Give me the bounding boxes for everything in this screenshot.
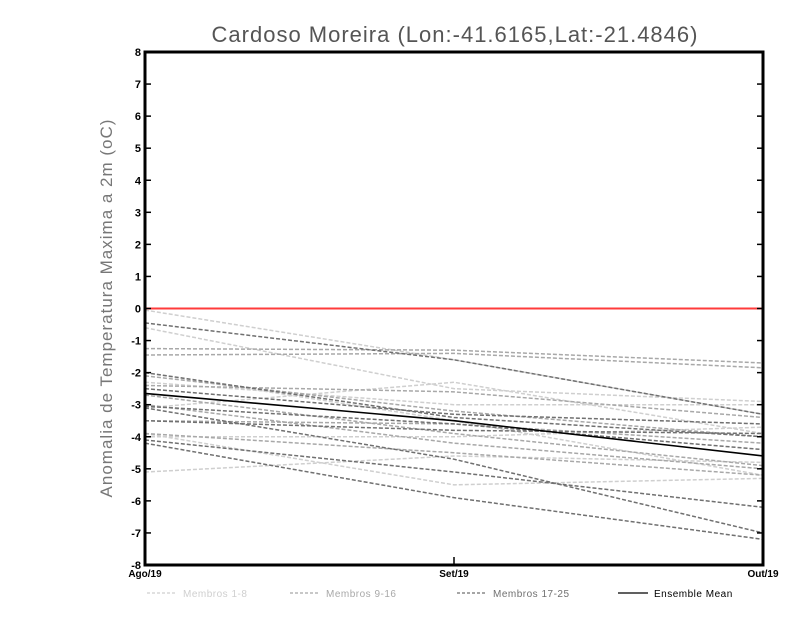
member-line-group1-2 <box>144 327 764 403</box>
legend-label: Membros 1-8 <box>183 589 247 600</box>
member-line-group3-3 <box>144 387 764 425</box>
x-tick-label: Out/19 <box>747 569 779 580</box>
member-line-group3-4 <box>144 405 764 451</box>
y-tick-label: 0 <box>135 304 141 316</box>
member-line-group2-7 <box>144 432 764 476</box>
x-tick-label: Set/19 <box>439 569 469 580</box>
chart-title: Cardoso Moreira (Lon:-41.6165,Lat:-21.48… <box>212 22 699 47</box>
plot-frame <box>143 50 765 567</box>
y-tick-label: 5 <box>135 143 141 155</box>
y-tick-label: -2 <box>131 368 141 380</box>
y-tick-label: -4 <box>131 432 142 444</box>
y-tick-label: 6 <box>135 111 141 123</box>
member-line-group3-5 <box>144 419 764 435</box>
member-line-group2-2 <box>144 352 764 369</box>
y-tick-label: -1 <box>131 336 141 348</box>
member-line-group1-5 <box>144 381 764 435</box>
y-tick-label: 8 <box>135 47 141 59</box>
y-tick-label: -5 <box>131 464 141 476</box>
member-line-group3-2 <box>144 371 764 438</box>
member-line-group2-5 <box>144 403 764 470</box>
member-line-group3-8 <box>144 407 764 534</box>
x-tick-label: Ago/19 <box>128 569 162 580</box>
legend-label: Membros 17-25 <box>493 589 570 600</box>
member-line-group3-7 <box>144 439 764 509</box>
y-tick-label: 1 <box>135 271 141 283</box>
member-line-group2-8 <box>144 394 764 467</box>
y-tick-label: 7 <box>135 79 141 91</box>
y-tick-label: -7 <box>131 528 141 540</box>
legend-label: Membros 9-16 <box>326 589 396 600</box>
member-line-group1-4 <box>144 455 764 473</box>
y-tick-label: -8 <box>131 560 141 572</box>
y-tick-label: 2 <box>135 239 141 251</box>
legend-label: Ensemble Mean <box>654 589 733 600</box>
y-tick-label: 3 <box>135 207 141 219</box>
y-tick-label: 4 <box>135 175 142 187</box>
member-line-group1-1 <box>144 309 764 416</box>
ensemble-mean-line <box>144 392 764 457</box>
member-line-group2-1 <box>144 347 764 364</box>
member-line-group3-1 <box>144 322 764 416</box>
y-tick-label: -6 <box>131 496 141 508</box>
member-line-group1-8 <box>145 426 764 438</box>
member-line-group3-6 <box>144 442 764 541</box>
member-line-group1-7 <box>144 381 763 406</box>
y-tick-label: -3 <box>131 400 141 412</box>
y-axis-label: Anomalia de Temperatura Maxima a 2m (oC) <box>97 119 116 498</box>
